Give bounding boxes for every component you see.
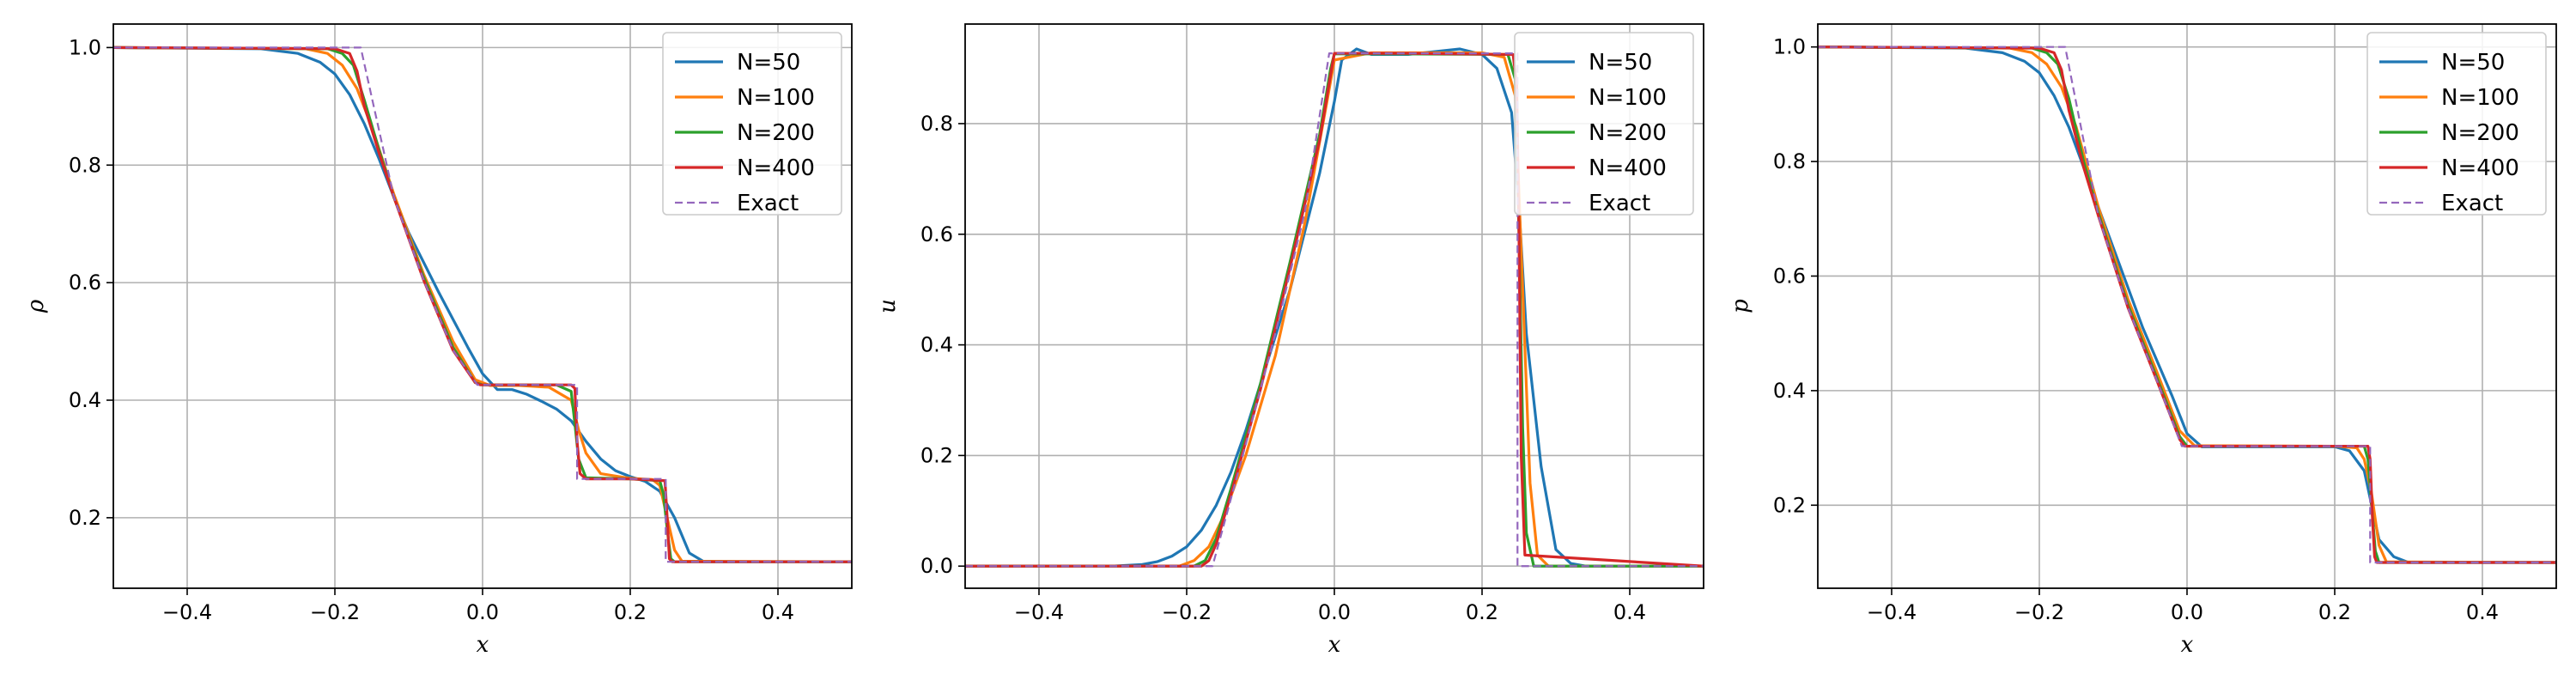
x-tick-label: −0.2 bbox=[1162, 600, 1212, 624]
series-group bbox=[113, 46, 852, 563]
legend-label: Exact bbox=[1589, 191, 1650, 216]
legend-label: N=100 bbox=[1589, 85, 1667, 111]
y-tick-label: 0.8 bbox=[69, 153, 101, 177]
y-tick-label: 0.0 bbox=[920, 554, 953, 578]
x-tick-label: 0.2 bbox=[614, 600, 647, 624]
series-line-n-100 bbox=[113, 46, 852, 563]
legend-label: N=400 bbox=[2441, 155, 2519, 181]
x-tick-label: 0.0 bbox=[466, 600, 499, 624]
legend-label: N=50 bbox=[2441, 50, 2505, 76]
legend: N=50 N=100 N=200 N=400 Exact bbox=[1514, 32, 1694, 216]
chart-panel-3: −0.4 −0.2 0.0 0.2 0.40.20.40.60.81.0xpN=50N=… bbox=[1728, 23, 2557, 658]
x-tick-label: 0.0 bbox=[1318, 600, 1351, 624]
y-tick-label: 1.0 bbox=[1773, 35, 1806, 59]
legend-label: N=200 bbox=[2441, 120, 2519, 146]
chart-panel-1: −0.4 −0.2 0.0 0.2 0.40.20.40.60.81.0xρN=50N=… bbox=[23, 23, 853, 658]
x-tick-label: −0.4 bbox=[1014, 600, 1064, 624]
y-tick-label: 0.2 bbox=[1773, 493, 1806, 517]
legend-box bbox=[1514, 32, 1694, 216]
x-tick-label: 0.4 bbox=[762, 600, 794, 624]
y-tick-label: 0.4 bbox=[1773, 379, 1806, 403]
legend-box bbox=[2366, 32, 2547, 216]
y-axis-label: p bbox=[1728, 299, 1753, 313]
series-group bbox=[965, 47, 1704, 568]
series-line-exact bbox=[965, 52, 1704, 568]
y-axis-label: u bbox=[875, 299, 901, 313]
legend-label: N=200 bbox=[737, 120, 815, 146]
series-group bbox=[1818, 46, 2556, 564]
y-tick-label: 0.6 bbox=[69, 271, 101, 295]
y-tick-label: 0.6 bbox=[1773, 264, 1806, 288]
series-line-n-50 bbox=[965, 47, 1704, 568]
x-axis-label: x bbox=[1328, 632, 1341, 658]
legend-label: N=50 bbox=[1589, 50, 1652, 76]
x-tick-label: −0.4 bbox=[1867, 600, 1917, 624]
y-tick-label: 0.6 bbox=[920, 222, 953, 246]
y-tick-label: 0.2 bbox=[920, 443, 953, 467]
x-tick-label: 0.0 bbox=[2171, 600, 2203, 624]
x-tick-label: −0.4 bbox=[162, 600, 212, 624]
legend-label: N=200 bbox=[1589, 120, 1667, 146]
y-tick-label: 0.2 bbox=[69, 506, 101, 530]
x-axis-label: x bbox=[2181, 632, 2194, 658]
legend-label: N=50 bbox=[737, 50, 800, 76]
legend-label: Exact bbox=[737, 191, 799, 216]
y-tick-label: 0.4 bbox=[920, 333, 953, 357]
x-tick-label: −0.2 bbox=[2014, 600, 2064, 624]
series-line-exact bbox=[1818, 46, 2556, 564]
y-tick-label: 0.8 bbox=[920, 112, 953, 136]
series-line-exact bbox=[113, 46, 852, 563]
x-tick-label: 0.4 bbox=[2466, 600, 2499, 624]
x-axis-label: x bbox=[477, 632, 489, 658]
x-tick-label: 0.2 bbox=[2318, 600, 2351, 624]
legend: N=50 N=100 N=200 N=400 Exact bbox=[2366, 32, 2547, 216]
legend-box bbox=[662, 32, 842, 216]
y-tick-label: 0.4 bbox=[69, 388, 101, 412]
series-line-n-400 bbox=[965, 52, 1704, 568]
legend-label: N=100 bbox=[2441, 85, 2519, 111]
chart-panel-2: −0.4 −0.2 0.0 0.2 0.40.00.20.40.60.8xuN=50N=… bbox=[875, 23, 1704, 658]
y-axis-label: ρ bbox=[23, 299, 49, 313]
x-tick-label: 0.4 bbox=[1613, 600, 1646, 624]
y-tick-label: 0.8 bbox=[1773, 149, 1806, 173]
legend-label: N=100 bbox=[737, 85, 815, 111]
series-line-n-50 bbox=[113, 46, 852, 563]
x-tick-label: 0.2 bbox=[1466, 600, 1498, 624]
legend: N=50 N=100 N=200 N=400 Exact bbox=[662, 32, 842, 216]
legend-label: Exact bbox=[2441, 191, 2503, 216]
y-tick-label: 1.0 bbox=[69, 35, 101, 59]
x-tick-label: −0.2 bbox=[310, 600, 360, 624]
legend-label: N=400 bbox=[1589, 155, 1667, 181]
legend-label: N=400 bbox=[737, 155, 815, 181]
